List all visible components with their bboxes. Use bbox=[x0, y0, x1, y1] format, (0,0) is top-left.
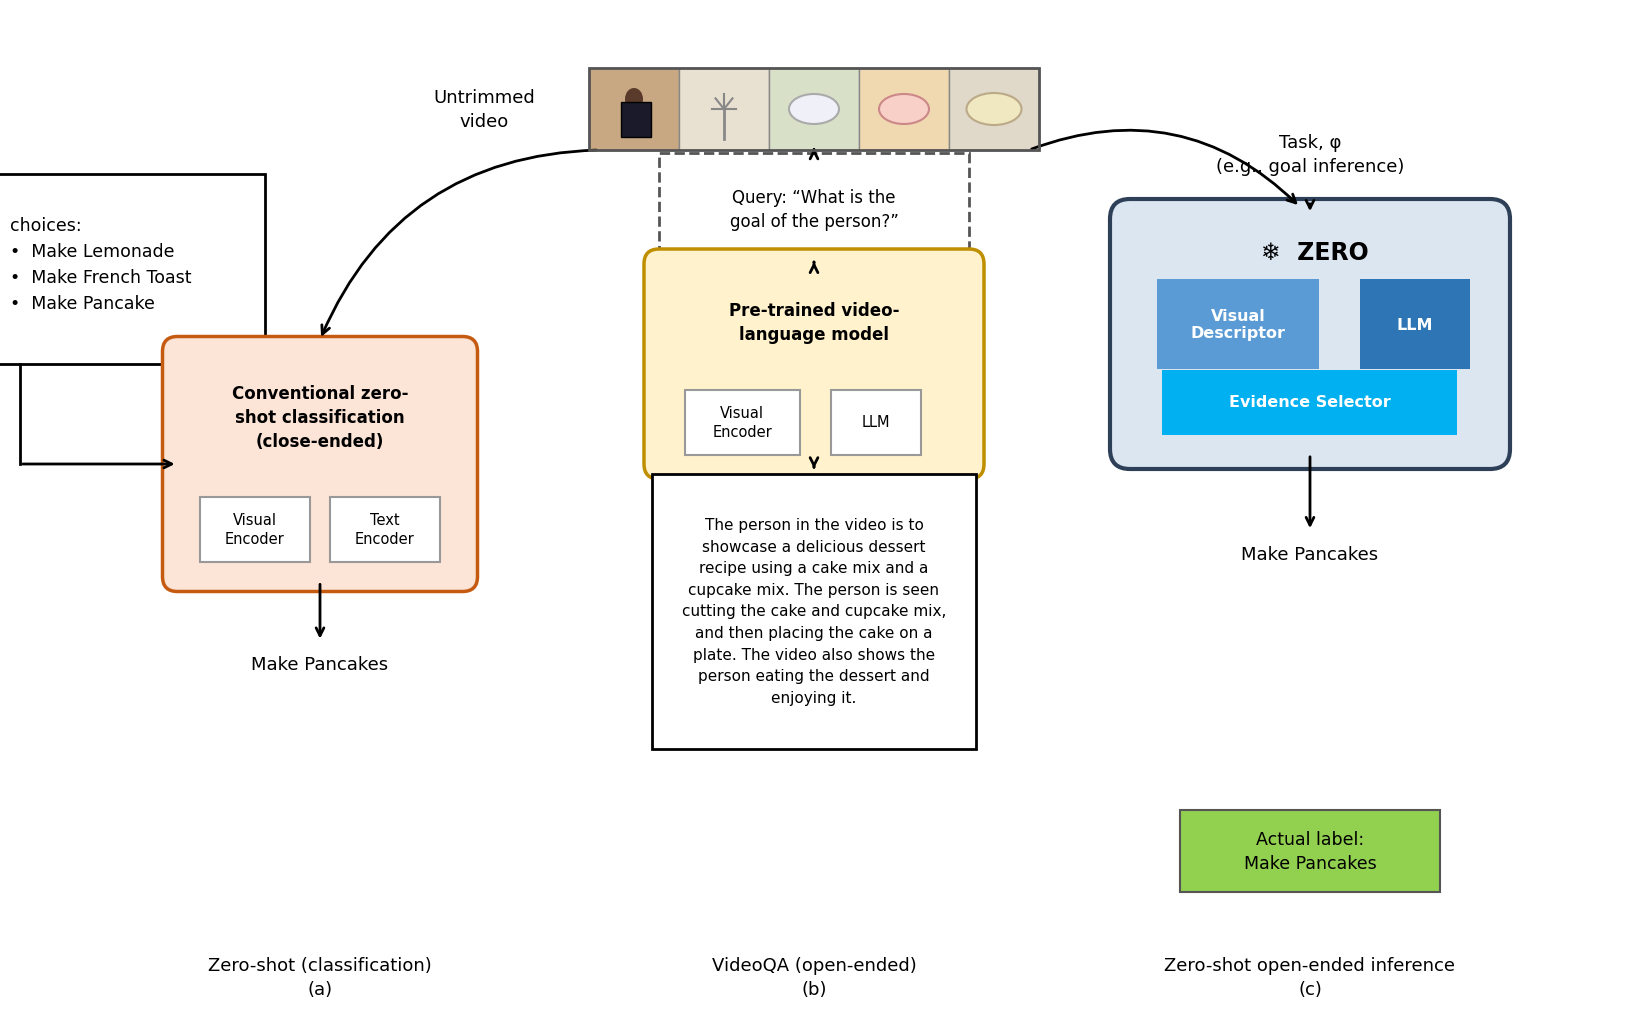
Text: Zero-shot open-ended inference
(c): Zero-shot open-ended inference (c) bbox=[1164, 956, 1455, 999]
FancyBboxPatch shape bbox=[651, 474, 977, 749]
FancyBboxPatch shape bbox=[659, 154, 969, 266]
Bar bbox=[949, 69, 1039, 151]
Text: Zero-shot (classification)
(a): Zero-shot (classification) (a) bbox=[208, 956, 431, 999]
Text: Query: “What is the
goal of the person?”: Query: “What is the goal of the person?” bbox=[729, 189, 899, 230]
FancyBboxPatch shape bbox=[645, 250, 983, 480]
Text: Actual label:
Make Pancakes: Actual label: Make Pancakes bbox=[1244, 830, 1376, 872]
Text: Visual
Encoder: Visual Encoder bbox=[225, 513, 285, 546]
FancyBboxPatch shape bbox=[1180, 810, 1441, 892]
Text: LLM: LLM bbox=[1397, 317, 1433, 332]
Bar bbox=[679, 69, 768, 151]
Text: Pre-trained video-
language model: Pre-trained video- language model bbox=[729, 302, 899, 343]
Text: Visual
Encoder: Visual Encoder bbox=[711, 406, 772, 439]
Bar bbox=[860, 69, 949, 151]
Text: LLM: LLM bbox=[861, 415, 891, 430]
Ellipse shape bbox=[879, 95, 930, 125]
Text: ❄  ZERO: ❄ ZERO bbox=[1262, 240, 1369, 265]
Bar bbox=[768, 69, 860, 151]
FancyBboxPatch shape bbox=[1110, 200, 1511, 470]
FancyBboxPatch shape bbox=[200, 497, 309, 561]
Bar bbox=[589, 69, 679, 151]
Ellipse shape bbox=[625, 89, 643, 111]
Text: VideoQA (open-ended)
(b): VideoQA (open-ended) (b) bbox=[711, 956, 917, 999]
FancyBboxPatch shape bbox=[1158, 280, 1319, 370]
FancyBboxPatch shape bbox=[830, 390, 921, 455]
Text: Visual
Descriptor: Visual Descriptor bbox=[1190, 309, 1286, 341]
FancyBboxPatch shape bbox=[620, 103, 651, 138]
Ellipse shape bbox=[967, 94, 1021, 126]
FancyBboxPatch shape bbox=[163, 337, 477, 592]
FancyBboxPatch shape bbox=[1359, 280, 1470, 370]
Text: Make Pancakes: Make Pancakes bbox=[1242, 545, 1379, 564]
Text: Conventional zero-
shot classification
(close-ended): Conventional zero- shot classification (… bbox=[231, 384, 409, 450]
Text: Evidence Selector: Evidence Selector bbox=[1229, 395, 1390, 410]
FancyBboxPatch shape bbox=[684, 390, 799, 455]
FancyBboxPatch shape bbox=[0, 175, 265, 365]
Ellipse shape bbox=[790, 95, 838, 125]
Text: The person in the video is to
showcase a delicious dessert
recipe using a cake m: The person in the video is to showcase a… bbox=[682, 518, 946, 705]
Text: Untrimmed
video: Untrimmed video bbox=[433, 89, 536, 130]
Bar bbox=[589, 69, 1039, 151]
FancyBboxPatch shape bbox=[1162, 370, 1457, 435]
Text: Task, φ
(e.g., goal inference): Task, φ (e.g., goal inference) bbox=[1216, 133, 1405, 176]
FancyBboxPatch shape bbox=[330, 497, 440, 561]
Text: Make Pancakes: Make Pancakes bbox=[251, 656, 389, 674]
Text: Text
Encoder: Text Encoder bbox=[355, 513, 415, 546]
Text: choices:
•  Make Lemonade
•  Make French Toast
•  Make Pancake: choices: • Make Lemonade • Make French T… bbox=[10, 217, 192, 312]
